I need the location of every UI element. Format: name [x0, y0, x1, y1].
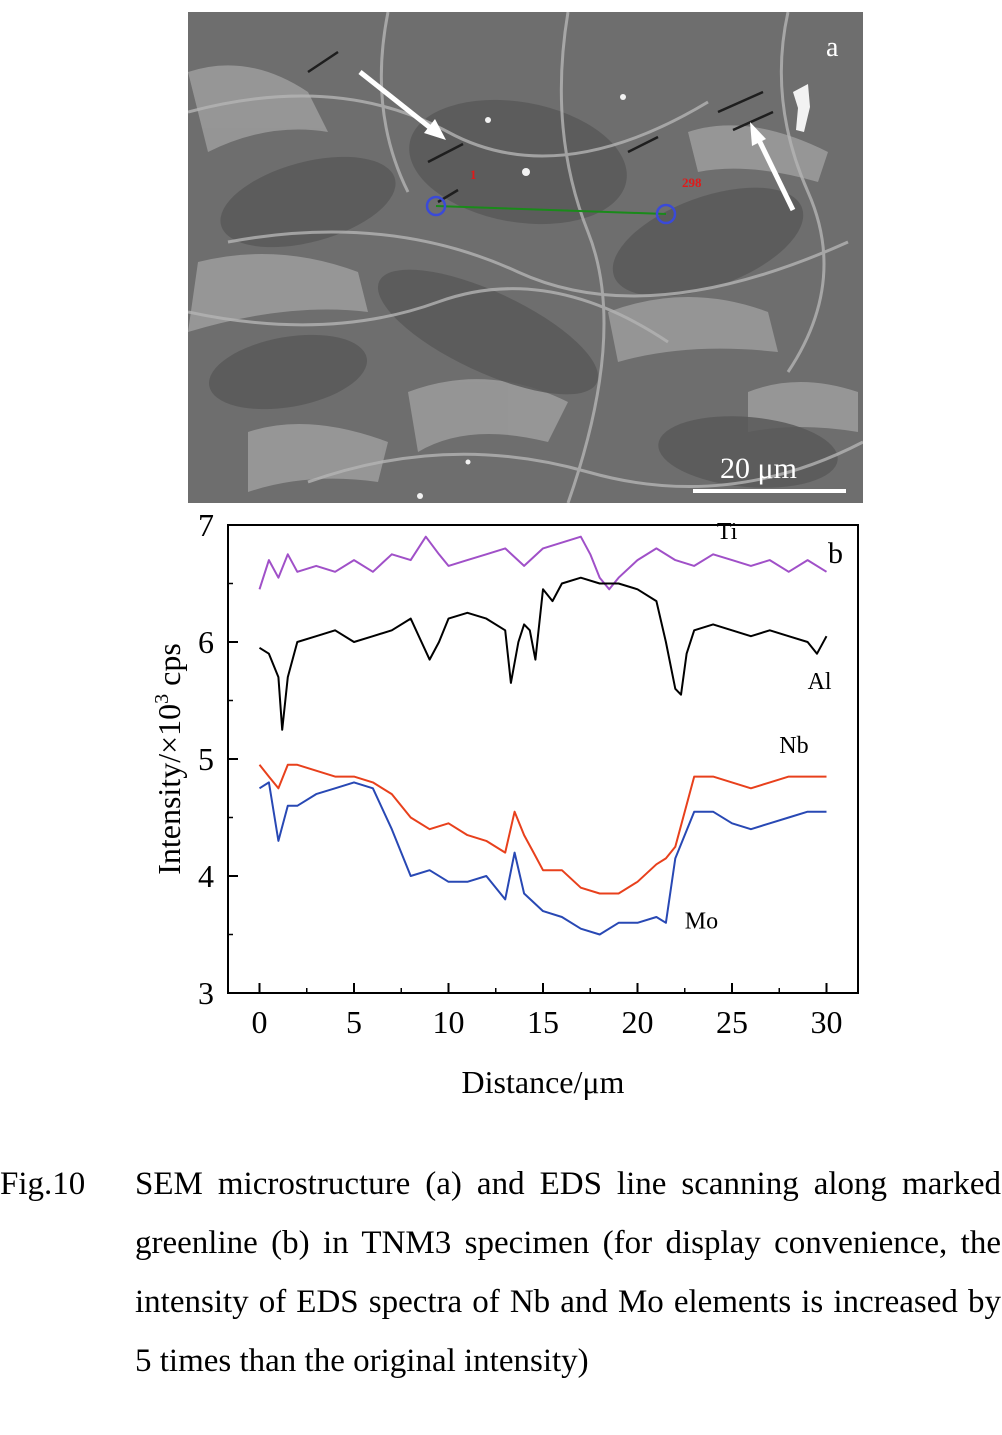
x-tick-label: 30: [811, 1004, 843, 1040]
scan-start-label: 1: [470, 167, 477, 182]
y-axis-label-text: Intensity/×10: [151, 704, 187, 875]
x-tick-label: 25: [716, 1004, 748, 1040]
series-label-al: Al: [808, 669, 832, 695]
scale-bar-label: 20 μm: [720, 452, 797, 485]
y-axis-label: Intensity/×103 cps: [151, 643, 187, 875]
y-tick-label: 5: [198, 741, 214, 777]
scan-end-label: 298: [682, 175, 702, 190]
y-tick-label: 4: [198, 858, 214, 894]
series-label-nb: Nb: [779, 733, 808, 759]
scan-end-marker: [655, 203, 677, 225]
series-label-mo: Mo: [685, 909, 718, 935]
x-tick-label: 10: [433, 1004, 465, 1040]
chart-svg: 0 5 10 15 20 25 30 3 4 5 6 7 Ti Al Nb Mo b Distance/μm…: [151, 507, 859, 1100]
caption-text: SEM microstructure (a) and EDS line scan…: [135, 1166, 1001, 1379]
scan-line: [435, 205, 667, 215]
y-tick-label: 6: [198, 624, 214, 660]
series-line-nb: [258, 763, 827, 895]
series-lines: [258, 535, 828, 936]
sem-micrograph: 1 298 a 20 μm: [188, 12, 863, 503]
series-line-al: [258, 576, 828, 731]
x-axis-label: Distance/μm: [462, 1064, 625, 1100]
series-labels: Ti Al Nb Mo: [685, 519, 832, 935]
panel-a-label: a: [826, 32, 839, 63]
x-tick-label: 15: [527, 1004, 559, 1040]
y-axis-label-unit: cps: [151, 643, 187, 694]
series-label-ti: Ti: [717, 519, 738, 545]
scan-start-marker: [425, 195, 447, 217]
panel-b-label: b: [828, 537, 843, 570]
caption-label: Fig.10: [0, 1166, 86, 1202]
y-tick-label: 7: [198, 507, 214, 543]
series-line-ti: [258, 535, 828, 591]
sem-image: 1 298 a 20 μm: [188, 12, 863, 503]
y-axis-label-exponent: 3: [151, 694, 173, 704]
x-tick-label: 20: [622, 1004, 654, 1040]
x-tick-label: 0: [252, 1004, 268, 1040]
axis-ticks: 0 5 10 15 20 25 30 3 4 5 6 7: [198, 507, 843, 1040]
series-line-mo: [258, 781, 827, 936]
x-tick-label: 5: [346, 1004, 362, 1040]
y-tick-label: 3: [198, 975, 214, 1011]
eds-line-scan-chart: 0 5 10 15 20 25 30 3 4 5 6 7 Ti Al Nb Mo b Distance/μm…: [140, 505, 860, 1115]
